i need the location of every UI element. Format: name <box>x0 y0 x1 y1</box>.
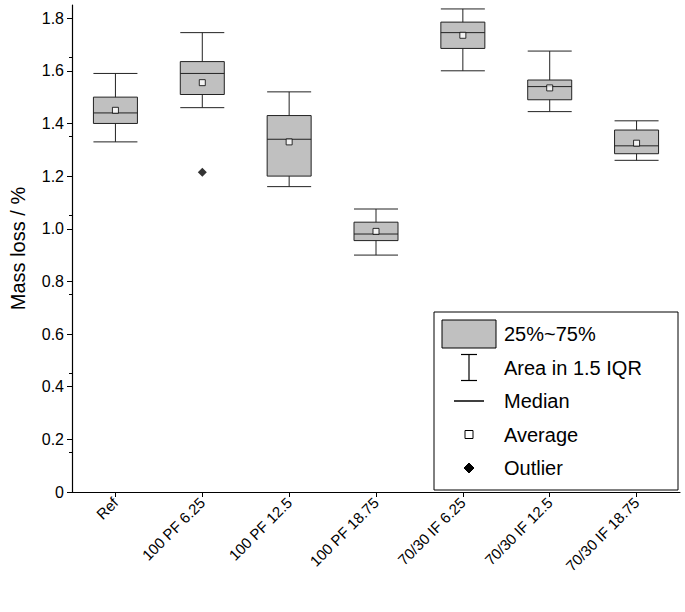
svg-text:Mass loss / %: Mass loss / % <box>7 187 29 311</box>
svg-text:0.2: 0.2 <box>42 431 64 448</box>
svg-text:0.6: 0.6 <box>42 326 64 343</box>
svg-text:0: 0 <box>55 484 64 501</box>
svg-text:1.8: 1.8 <box>42 10 64 27</box>
svg-text:1.0: 1.0 <box>42 220 64 237</box>
svg-text:Outlier: Outlier <box>504 457 563 479</box>
svg-text:1.2: 1.2 <box>42 168 64 185</box>
svg-text:100 PF 12.5: 100 PF 12.5 <box>225 494 295 564</box>
svg-text:0.4: 0.4 <box>42 378 64 395</box>
svg-text:Median: Median <box>504 390 570 412</box>
svg-text:1.4: 1.4 <box>42 115 64 132</box>
svg-text:100 PF 18.75: 100 PF 18.75 <box>306 494 382 570</box>
svg-text:Ref: Ref <box>93 493 122 522</box>
svg-text:100 PF 6.25: 100 PF 6.25 <box>139 494 209 564</box>
svg-text:70/30 IF 18.75: 70/30 IF 18.75 <box>562 494 642 574</box>
svg-text:1.6: 1.6 <box>42 62 64 79</box>
svg-text:70/30 IF 12.5: 70/30 IF 12.5 <box>481 494 555 568</box>
svg-text:25%~75%: 25%~75% <box>504 323 596 345</box>
svg-text:0.8: 0.8 <box>42 273 64 290</box>
svg-text:70/30 IF 6.25: 70/30 IF 6.25 <box>394 494 468 568</box>
svg-text:Area in 1.5 IQR: Area in 1.5 IQR <box>504 357 642 379</box>
svg-text:Average: Average <box>504 424 578 446</box>
